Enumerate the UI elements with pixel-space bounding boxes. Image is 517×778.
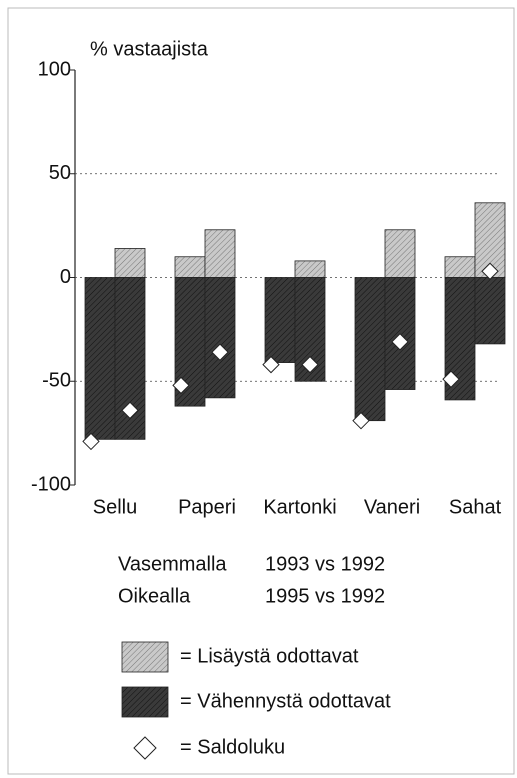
saldo-marker: [121, 401, 139, 420]
decrease-bar: [354, 277, 386, 422]
y-tick-label: -50: [42, 370, 71, 392]
increase-bar: [204, 229, 236, 278]
decrease-bar: [264, 277, 296, 363]
saldo-marker: [262, 355, 280, 374]
legend-label: = Saldoluku: [180, 736, 285, 758]
note-value: 1995 vs 1992: [265, 585, 385, 607]
note-label: Oikealla: [118, 585, 191, 607]
note-label: Vasemmalla: [118, 553, 227, 575]
x-tick-label: Sahat: [449, 496, 502, 518]
saldo-marker: [391, 333, 409, 351]
y-tick-label: -100: [31, 473, 71, 495]
increase-bar: [444, 256, 476, 278]
decrease-bar: [204, 277, 236, 399]
legend-label: = Vähennystä odottavat: [180, 690, 391, 712]
saldo-marker: [352, 411, 370, 430]
saldo-marker: [442, 370, 460, 388]
saldo-marker: [301, 355, 319, 374]
frame: [7, 7, 515, 775]
axis-label: % vastaajista: [90, 38, 209, 60]
legend-marker: [133, 736, 157, 760]
saldo-marker: [82, 432, 100, 451]
legend-swatch: [121, 686, 169, 718]
y-tick-label: 100: [38, 58, 71, 80]
saldo-marker: [172, 376, 190, 395]
x-tick-label: Vaneri: [364, 496, 420, 518]
decrease-bar: [84, 277, 116, 440]
increase-bar: [384, 229, 416, 278]
legend-swatch: [121, 641, 169, 673]
saldo-marker: [211, 343, 229, 361]
y-tick-label: 0: [60, 266, 71, 288]
decrease-bar: [474, 277, 506, 345]
saldo-marker: [481, 262, 499, 280]
increase-bar: [294, 260, 326, 278]
legend-label: = Lisäystä odottavat: [180, 645, 359, 667]
x-tick-label: Kartonki: [263, 496, 336, 518]
x-tick-label: Sellu: [93, 496, 137, 518]
y-tick-label: 50: [49, 162, 71, 184]
x-tick-label: Paperi: [178, 496, 236, 518]
increase-bar: [174, 256, 206, 278]
increase-bar: [114, 248, 146, 278]
note-value: 1993 vs 1992: [265, 553, 385, 575]
